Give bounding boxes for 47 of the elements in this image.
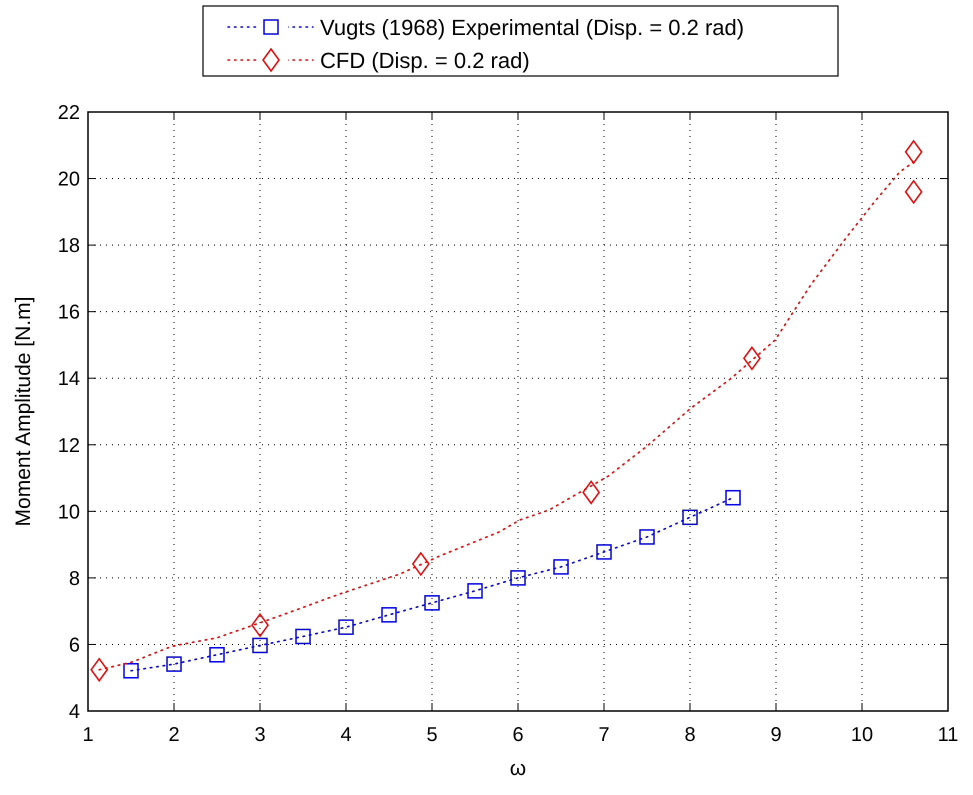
point [682, 510, 698, 526]
y-tick-label: 8 [68, 568, 80, 590]
point [209, 647, 225, 663]
y-tick-label: 12 [58, 434, 80, 457]
legend-label: CFD (Disp. = 0.2 rad) [320, 48, 530, 73]
x-tick-label: 5 [426, 724, 438, 746]
point [596, 544, 612, 560]
point [582, 480, 600, 504]
y-tick-label: 14 [58, 368, 80, 390]
point [166, 656, 182, 672]
point [510, 570, 526, 586]
point [123, 662, 139, 678]
y-tick-label: 6 [68, 634, 80, 656]
point [743, 346, 761, 370]
legend-label: Vugts (1968) Experimental (Disp. = 0.2 rad) [320, 15, 744, 40]
y-tick-label: 16 [58, 302, 80, 324]
x-tick-label: 1 [82, 724, 94, 746]
point [251, 613, 269, 637]
x-tick-label: 3 [254, 724, 266, 746]
x-tick-label: 6 [512, 724, 524, 746]
x-tick-label: 2 [168, 724, 180, 746]
point [639, 529, 655, 545]
point [467, 583, 483, 599]
x-tick-label: 8 [684, 724, 696, 746]
point [295, 628, 311, 644]
y-tick-label: 10 [58, 501, 80, 524]
point [412, 552, 430, 576]
point [424, 595, 440, 611]
point [904, 180, 922, 204]
x-axis-title: ω [510, 757, 526, 780]
point [904, 140, 922, 164]
x-tick-label: 10 [850, 724, 874, 746]
x-tick-label: 4 [340, 724, 352, 746]
x-tick-label: 9 [770, 724, 782, 746]
point [90, 658, 108, 682]
point [252, 638, 268, 654]
x-tick-label: 11 [938, 724, 958, 746]
y-tick-label: 20 [58, 168, 80, 191]
y-tick-label: 22 [58, 102, 80, 124]
point [338, 619, 354, 635]
point [381, 607, 397, 623]
x-tick-label: 7 [598, 724, 610, 746]
y-axis-title: Moment Amplitude [N.m] [12, 296, 35, 526]
point [553, 559, 569, 575]
y-tick-label: 4 [68, 701, 80, 723]
point [725, 490, 741, 506]
y-tick-label: 18 [58, 235, 80, 258]
